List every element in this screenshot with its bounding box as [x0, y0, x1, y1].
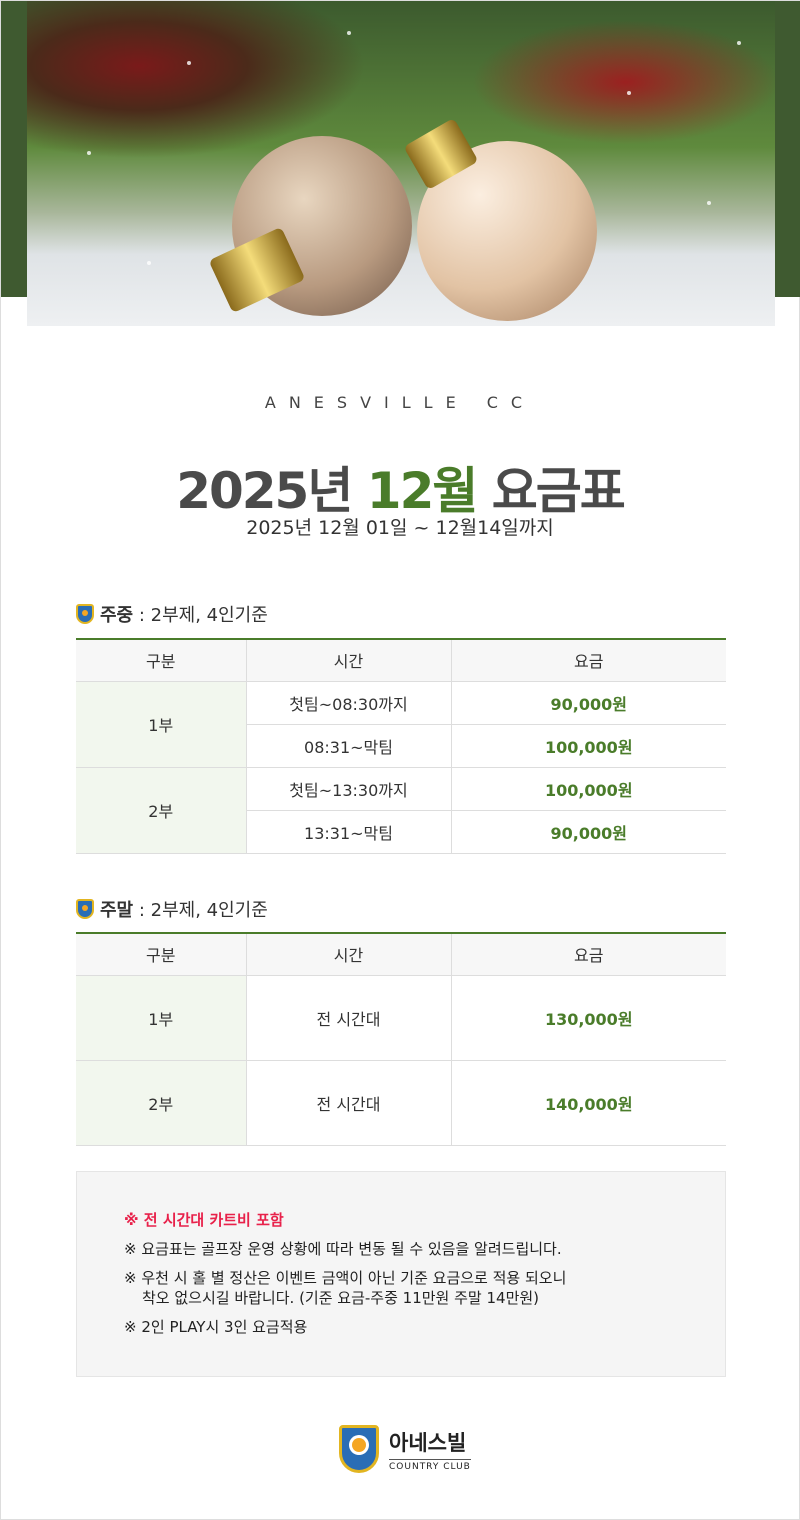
shield-icon [76, 604, 94, 624]
weekend-heading: 주말 : 2부제, 4인기준 [76, 896, 268, 922]
notice-item: ※ 우천 시 홀 별 정산은 이벤트 금액이 아닌 기준 요금으로 적용 되오니… [124, 1269, 567, 1307]
notice-item: ※ 요금표는 골프장 운영 상황에 따라 변동 될 수 있음을 알려드립니다. [124, 1240, 562, 1258]
table-row: 1부 첫팀~08:30까지 90,000원 [76, 681, 726, 768]
page-title: 2025년 12월 요금표 [176, 462, 626, 520]
weekday-fee-table: 구분 시간 요금 1부 첫팀~08:30까지 90,000원 08:31~막팀 100,0… [76, 638, 726, 854]
christmas-ornament-banner-image [27, 1, 775, 326]
anesville-logo: 아네스빌 COUNTRY CLUB [339, 1425, 471, 1473]
table-row: 1부 전 시간대 130,000원 [76, 975, 726, 1061]
table-row: 08:31~막팀 100,000원 [76, 724, 726, 768]
brand-name: ANESVILLE CC [264, 393, 536, 412]
period: 2025년 12월 01일 ~ 12월14일까지 [246, 517, 554, 539]
table-row: 2부 첫팀~13:30까지 100,000원 [76, 767, 726, 854]
notice-box: ※ 전 시간대 카트비 포함 ※ 요금표는 골프장 운영 상황에 따라 변동 될… [76, 1171, 726, 1377]
logo-shield-icon [339, 1425, 379, 1473]
weekend-fee-table: 구분 시간 요금 1부 전 시간대 130,000원 2부 전 시간대 140,000원 [76, 932, 726, 1146]
shield-icon [76, 899, 94, 919]
notice-item: ※ 2인 PLAY시 3인 요금적용 [124, 1318, 308, 1336]
weekday-heading: 주중 : 2부제, 4인기준 [76, 601, 268, 627]
cart-fee-notice: ※ 전 시간대 카트비 포함 [124, 1211, 284, 1229]
table-row: 13:31~막팀 90,000원 [76, 810, 726, 854]
table-row: 2부 전 시간대 140,000원 [76, 1060, 726, 1146]
